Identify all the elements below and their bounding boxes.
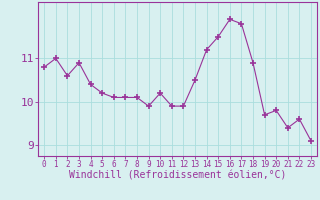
- X-axis label: Windchill (Refroidissement éolien,°C): Windchill (Refroidissement éolien,°C): [69, 171, 286, 181]
